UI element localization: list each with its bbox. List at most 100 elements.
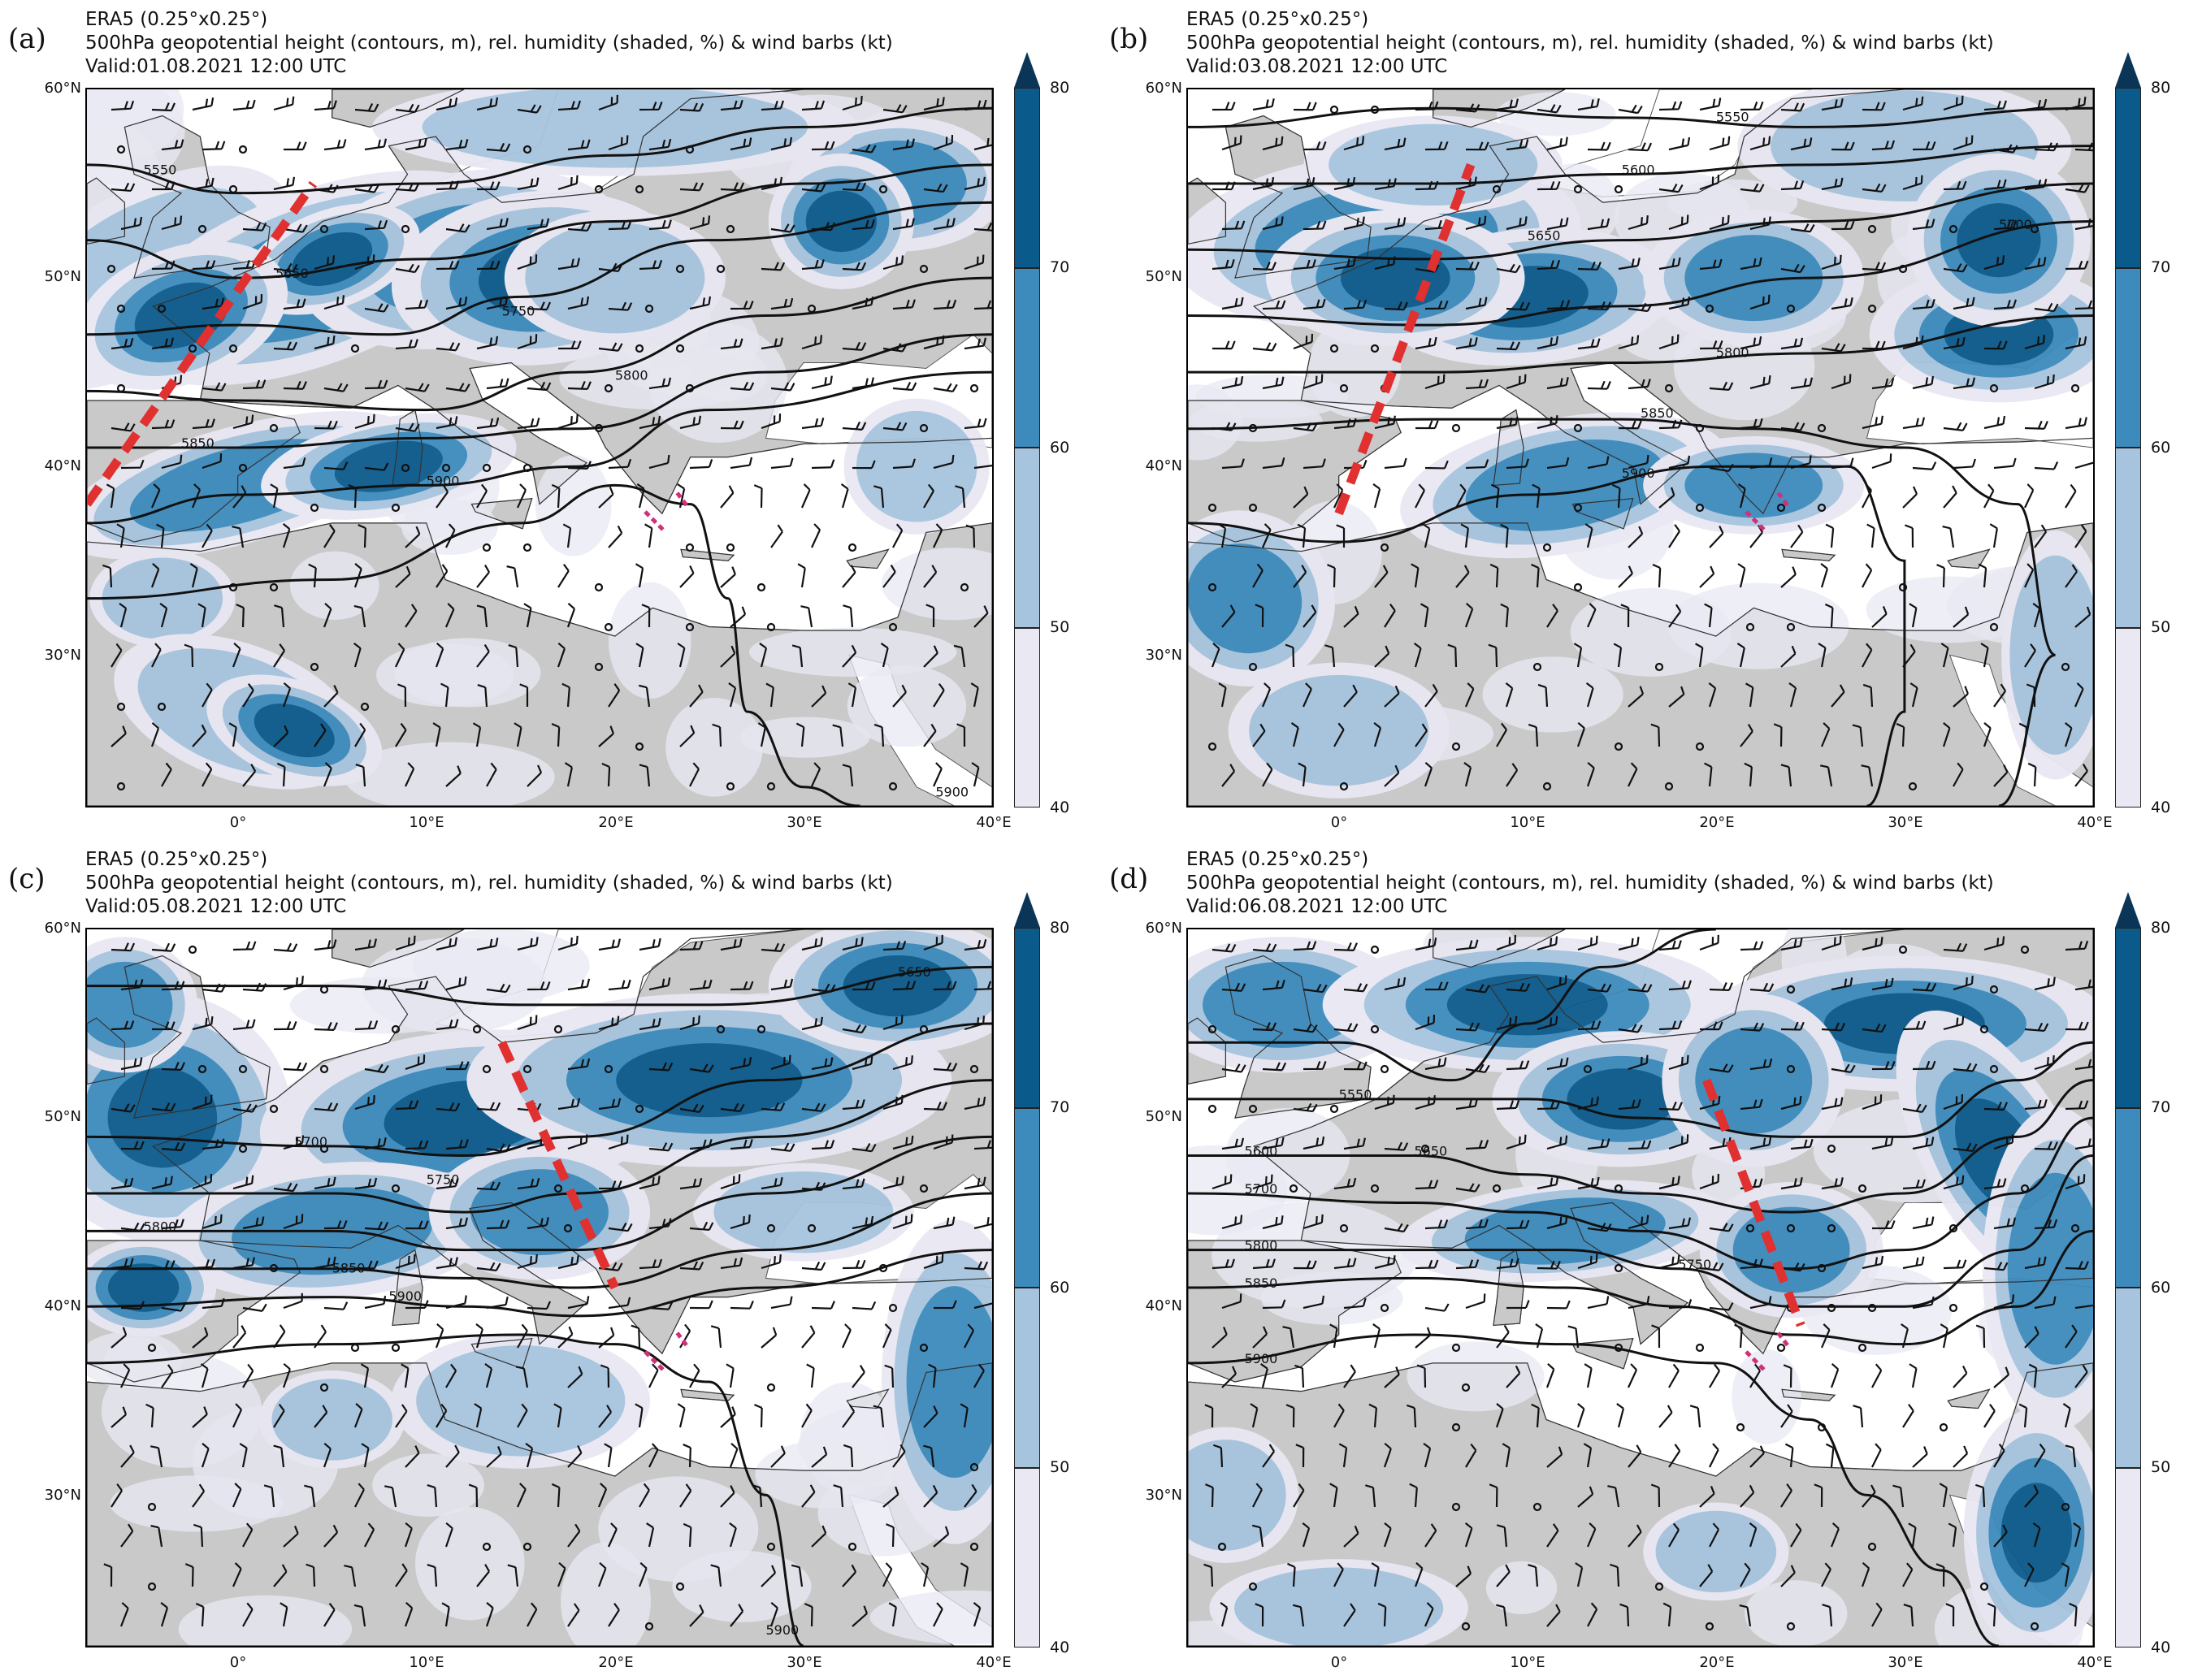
colorbar-tick-70: 70 bbox=[2151, 258, 2171, 276]
wind-barb bbox=[1871, 1363, 1883, 1388]
wind-barb bbox=[761, 337, 783, 350]
contour-label: 5650 bbox=[898, 964, 931, 980]
wind-barb bbox=[1953, 975, 1974, 991]
wind-barb-layer bbox=[1203, 934, 2093, 1631]
wind-barb bbox=[111, 1483, 123, 1508]
panel-c: (c) ERA5 (0.25°x0.25°) 500hPa geopotenti… bbox=[0, 840, 1101, 1680]
wind-barb bbox=[1821, 254, 1842, 271]
wind-barb-layer bbox=[1207, 95, 2093, 791]
wind-barb bbox=[2065, 1100, 2089, 1111]
wind-barb bbox=[1218, 682, 1227, 708]
wind-barb bbox=[120, 459, 145, 470]
wind-barb bbox=[1490, 483, 1500, 509]
wind-barb bbox=[1212, 340, 1236, 350]
wind-barb bbox=[843, 1444, 854, 1468]
wind-barb bbox=[476, 97, 499, 111]
wind-barb bbox=[1424, 1303, 1450, 1312]
wind-barb bbox=[1749, 1137, 1772, 1150]
calm-wind-symbol bbox=[726, 543, 735, 552]
wind-barb bbox=[873, 485, 885, 509]
wind-barb bbox=[730, 981, 754, 991]
wind-barb bbox=[354, 103, 379, 113]
wind-barb bbox=[1343, 983, 1368, 993]
wind-barb bbox=[2065, 1174, 2086, 1190]
wind-barb bbox=[1658, 1176, 1680, 1190]
wind-barb bbox=[192, 418, 215, 430]
wind-barb bbox=[1506, 1219, 1530, 1230]
wind-barb bbox=[882, 564, 896, 588]
wind-barb bbox=[2034, 976, 2056, 991]
wind-barb bbox=[1658, 183, 1684, 193]
wind-barb bbox=[892, 1055, 913, 1071]
wind-barb bbox=[355, 764, 366, 787]
wind-barb bbox=[720, 566, 736, 588]
wind-barb bbox=[720, 1257, 743, 1270]
wind-barb bbox=[797, 563, 806, 588]
geopotential-contour bbox=[87, 276, 992, 412]
wind-barb bbox=[1293, 1024, 1318, 1033]
wind-barb bbox=[1902, 417, 1926, 430]
wind-barb bbox=[811, 141, 835, 151]
wind-barb bbox=[1424, 374, 1446, 390]
calm-wind-symbol bbox=[1380, 543, 1389, 552]
wind-barb bbox=[2024, 1562, 2035, 1587]
colorbar-tick-40: 40 bbox=[2151, 1639, 2171, 1656]
wind-barb bbox=[228, 722, 237, 747]
wind-barb bbox=[1871, 1137, 1894, 1150]
wind-barb bbox=[242, 1602, 254, 1627]
wind-barb bbox=[1831, 374, 1852, 390]
dataset-label: ERA5 (0.25°x0.25°) bbox=[85, 9, 268, 30]
valid-time: Valid:06.08.2021 12:00 UTC bbox=[1186, 896, 1448, 917]
humidity-area bbox=[401, 499, 498, 555]
calm-wind-symbol bbox=[401, 463, 410, 473]
calm-wind-symbol bbox=[604, 1064, 613, 1074]
wind-barb bbox=[111, 1103, 136, 1113]
wind-barb bbox=[314, 255, 336, 271]
wind-barb bbox=[436, 1102, 461, 1112]
wind-barb bbox=[1871, 1060, 1896, 1071]
wind-barb bbox=[1912, 1216, 1935, 1230]
colorbar-tick-80: 80 bbox=[2151, 79, 2171, 97]
wind-barb bbox=[791, 1564, 804, 1587]
humidity-area bbox=[1485, 1561, 1558, 1614]
wind-barb bbox=[405, 762, 415, 787]
wind-barb bbox=[242, 1522, 254, 1548]
wind-barb bbox=[648, 219, 672, 231]
calm-wind-symbol bbox=[1532, 662, 1542, 672]
geopotential-contour bbox=[87, 1079, 992, 1214]
wind-barb bbox=[1465, 1293, 1486, 1310]
wind-barb bbox=[1628, 1054, 1649, 1071]
wind-barb bbox=[644, 523, 653, 548]
wind-barb bbox=[677, 1403, 686, 1428]
wind-barb bbox=[852, 219, 875, 231]
wind-barb bbox=[1252, 1326, 1268, 1349]
wind-barb bbox=[1424, 981, 1449, 991]
wind-barb bbox=[1989, 523, 1998, 548]
wind-barb bbox=[1650, 723, 1661, 747]
wind-barb bbox=[973, 1140, 992, 1150]
wind-barb bbox=[679, 1103, 704, 1113]
wind-barb bbox=[192, 97, 215, 111]
calm-wind-symbol bbox=[1339, 1223, 1349, 1233]
calm-wind-symbol bbox=[1451, 1422, 1461, 1432]
wind-barb bbox=[323, 1524, 339, 1548]
calm-wind-symbol bbox=[269, 1104, 279, 1114]
wind-barb bbox=[761, 100, 784, 111]
greece-highlight bbox=[644, 491, 691, 532]
wind-barb bbox=[1607, 1485, 1620, 1508]
colorbar-tick-50: 50 bbox=[1050, 1458, 1070, 1476]
wind-barb bbox=[1821, 98, 1844, 111]
wind-barb bbox=[1611, 483, 1621, 509]
wind-barb bbox=[1577, 338, 1601, 350]
lon-label-20e: 20°E bbox=[598, 814, 634, 831]
wind-barb bbox=[445, 1139, 469, 1150]
geopotential-contour bbox=[87, 1192, 992, 1289]
wind-barb bbox=[1668, 1054, 1689, 1071]
wind-barb bbox=[1465, 1139, 1489, 1150]
wind-barb bbox=[1740, 723, 1753, 747]
wind-barb bbox=[151, 942, 176, 952]
wind-barb bbox=[273, 1564, 288, 1587]
wind-barb bbox=[1709, 1363, 1721, 1388]
geopotential-contour bbox=[87, 965, 992, 1007]
valid-time: Valid:01.08.2021 12:00 UTC bbox=[85, 56, 347, 77]
